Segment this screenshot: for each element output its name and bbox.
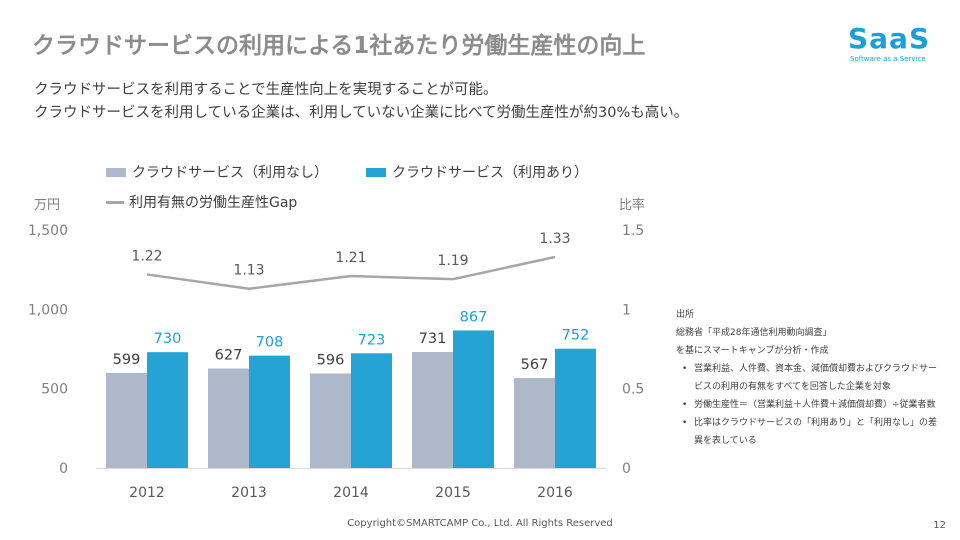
legend-line-swatch — [106, 200, 124, 204]
data-label-series-a: 731 — [419, 331, 447, 347]
y-left-tick-label: 0 — [59, 461, 68, 477]
bar-series-a — [412, 352, 453, 468]
notes-bullet: 比率はクラウドサービスの「利用あり」と「利用なし」の差異を表している — [682, 414, 938, 450]
legend-series-a: クラウドサービス（利用なし） — [106, 162, 328, 182]
gap-data-label: 1.22 — [131, 248, 162, 264]
y-right-tick-label: 0 — [622, 461, 631, 477]
data-label-series-b: 723 — [358, 332, 386, 348]
bar-series-a — [208, 368, 249, 468]
logo-sub-text: Software as a Service — [850, 55, 926, 63]
x-tick-label: 2012 — [129, 485, 165, 501]
legend-swatch-series-b — [366, 167, 386, 177]
bar-series-a — [106, 372, 147, 468]
data-label-series-b: 752 — [562, 328, 590, 344]
legend-swatch-series-a — [106, 167, 126, 177]
saas-logo: SaaS Software as a Service — [848, 24, 940, 64]
description-line-1: クラウドサービスを利用することで生産性向上を実現することが可能。 — [34, 82, 498, 98]
legend-label-gap-line: 利用有無の労働生産性Gap — [129, 195, 298, 211]
source-notes: 出所 総務省「平成28年通信利用動向調査」 を基にスマートキャンプが分析・作成 … — [676, 306, 938, 450]
logo-main-text: SaaS — [848, 22, 931, 55]
right-axis-unit: 比率 — [619, 198, 646, 213]
data-label-series-b: 730 — [154, 331, 182, 347]
y-right-tick-label: 0.5 — [622, 382, 644, 398]
y-left-tick-label: 1,000 — [28, 302, 68, 318]
copyright-footer: Copyright©SMARTCAMP Co., Ltd. All Rights… — [347, 518, 613, 529]
gap-data-label: 1.19 — [437, 253, 468, 269]
y-left-tick-label: 500 — [41, 382, 68, 398]
data-label-series-b: 867 — [460, 309, 488, 325]
notes-source-line-1: 総務省「平成28年通信利用動向調査」 — [676, 328, 832, 338]
y-right-tick-label: 1.5 — [622, 223, 644, 239]
page-number: 12 — [933, 520, 946, 531]
data-label-series-a: 567 — [521, 357, 549, 373]
description-line-2: クラウドサービスを利用している企業は、利用していない企業に比べて労働生産性が約3… — [34, 105, 689, 121]
legend-series-b: クラウドサービス（利用あり） — [366, 162, 588, 182]
x-tick-label: 2015 — [435, 485, 471, 501]
y-right-tick-label: 1 — [622, 302, 631, 318]
bar-series-a — [514, 378, 555, 468]
x-tick-label: 2013 — [231, 485, 267, 501]
left-axis-unit: 万円 — [34, 198, 61, 213]
notes-bullet: 労働生産性＝（営業利益＋人件費＋減価償却費）÷従業者数 — [682, 396, 938, 414]
legend-label-series-b: クラウドサービス（利用あり） — [392, 165, 588, 181]
data-label-series-b: 708 — [256, 335, 284, 351]
notes-bullet-list: 営業利益、人件費、資本金、減価償却費およびクラウドサービスの利用の有無をすべてを… — [676, 360, 938, 450]
data-label-series-a: 627 — [215, 348, 243, 364]
bar-series-a — [310, 373, 351, 468]
notes-bullet: 営業利益、人件費、資本金、減価償却費およびクラウドサービスの利用の有無をすべてを… — [682, 360, 938, 396]
bar-series-b — [351, 353, 392, 468]
bar-series-b — [147, 352, 188, 468]
x-tick-label: 2014 — [333, 485, 369, 501]
data-label-series-a: 599 — [113, 352, 141, 368]
gap-data-label: 1.21 — [335, 250, 366, 266]
page-title: クラウドサービスの利用による1社あたり労働生産性の向上 — [32, 33, 646, 59]
bar-series-b — [249, 355, 290, 468]
bar-series-b — [453, 330, 494, 468]
x-tick-label: 2016 — [537, 485, 573, 501]
notes-source-line-2: を基にスマートキャンプが分析・作成 — [676, 346, 829, 356]
y-left-tick-label: 1,500 — [28, 223, 68, 239]
notes-heading: 出所 — [676, 310, 695, 320]
gap-line — [146, 255, 556, 290]
gap-data-label: 1.13 — [233, 263, 264, 279]
data-label-series-a: 596 — [317, 352, 345, 368]
gap-data-label: 1.33 — [539, 231, 570, 247]
bar-series-b — [555, 348, 596, 468]
legend-gap-line: 利用有無の労働生産性Gap — [106, 192, 297, 212]
legend-label-series-a: クラウドサービス（利用なし） — [132, 165, 328, 181]
